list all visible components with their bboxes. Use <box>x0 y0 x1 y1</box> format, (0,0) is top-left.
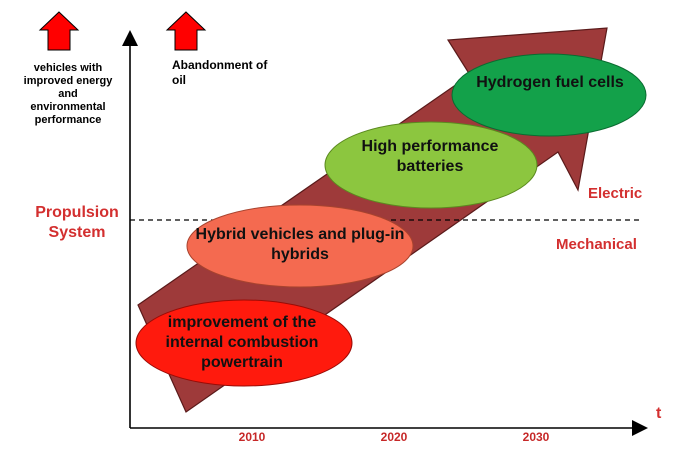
stage-hydrogen-label: Hydrogen fuel cells <box>476 74 624 91</box>
vehicles-up-arrow-icon <box>38 11 80 51</box>
electric-zone-label: Electric <box>588 185 643 202</box>
stage-ice-ellipse <box>135 299 353 387</box>
vehicles-note: vehicles with improved energy and enviro… <box>23 62 113 126</box>
stage-hydrogen-ellipse <box>451 53 647 137</box>
stage-battery-label: High performance batteries <box>361 138 499 175</box>
oil-up-arrow-icon <box>165 11 207 51</box>
stage-ice-label: improvement of the internal combustion p… <box>165 314 319 371</box>
stage-battery-ellipse <box>324 121 538 209</box>
stage-hybrid-label: Hybrid vehicles and plug-in hybrids <box>195 226 405 263</box>
year-label: 2020 <box>380 430 408 444</box>
propulsion-axis-label: Propulsion System <box>35 204 119 241</box>
year-label: 2010 <box>238 430 266 444</box>
oil-note: Abandonment of oil <box>172 58 268 87</box>
year-label: 2030 <box>522 430 550 444</box>
stage-hybrid-ellipse <box>186 204 414 288</box>
time-axis-label: t <box>656 405 662 422</box>
mechanical-zone-label: Mechanical <box>556 236 637 253</box>
